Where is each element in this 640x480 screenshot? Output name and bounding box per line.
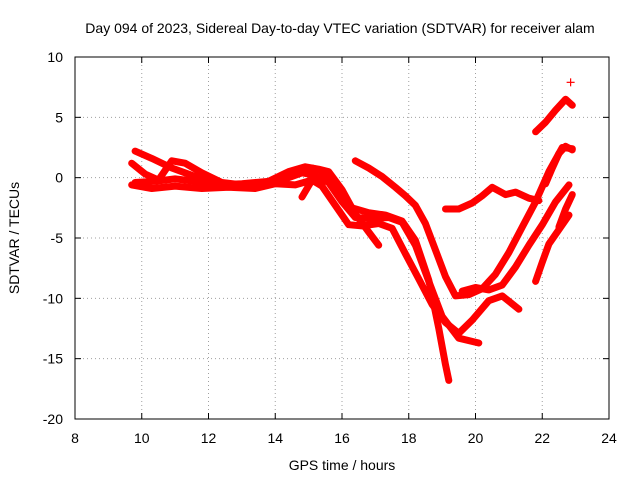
series-arc-5 xyxy=(298,176,523,337)
x-tick-label: 20 xyxy=(468,430,484,446)
plot-frame xyxy=(74,56,610,420)
outlier-point xyxy=(566,78,575,87)
x-tick-label: 14 xyxy=(267,430,283,446)
series-arc-11 xyxy=(542,142,576,188)
data-series xyxy=(128,78,576,384)
y-tick-label: 0 xyxy=(55,170,63,186)
series-arc-8 xyxy=(458,181,573,295)
y-tick-label: 10 xyxy=(47,49,63,65)
x-tick-label: 8 xyxy=(71,430,79,446)
x-tick-label: 22 xyxy=(534,430,550,446)
y-tick-label: -10 xyxy=(43,290,63,306)
y-tick-label: -15 xyxy=(43,351,63,367)
x-tick-label: 18 xyxy=(401,430,417,446)
y-tick-labels: -20 -15 -10 -5 0 5 10 xyxy=(43,49,63,427)
y-tick-label: -5 xyxy=(51,230,64,246)
series-arc-10 xyxy=(532,95,576,136)
y-tick-label: 5 xyxy=(55,109,63,125)
x-tick-label: 10 xyxy=(134,430,150,446)
x-axis-label: GPS time / hours xyxy=(289,457,396,473)
grid-layer xyxy=(74,56,610,420)
series-arc-7 xyxy=(442,183,543,213)
series-arc-4 xyxy=(128,157,483,347)
x-tick-label: 24 xyxy=(601,430,617,446)
y-axis-label: SDTVAR / TECUs xyxy=(6,182,22,294)
series-arc-12 xyxy=(555,191,576,231)
chart-title: Day 094 of 2023, Sidereal Day-to-day VTE… xyxy=(85,20,594,36)
y-tick-label: -20 xyxy=(43,411,63,427)
x-tick-labels: 8 10 12 14 16 18 20 22 24 xyxy=(71,430,617,446)
x-tick-label: 16 xyxy=(334,430,350,446)
x-tick-label: 12 xyxy=(201,430,217,446)
